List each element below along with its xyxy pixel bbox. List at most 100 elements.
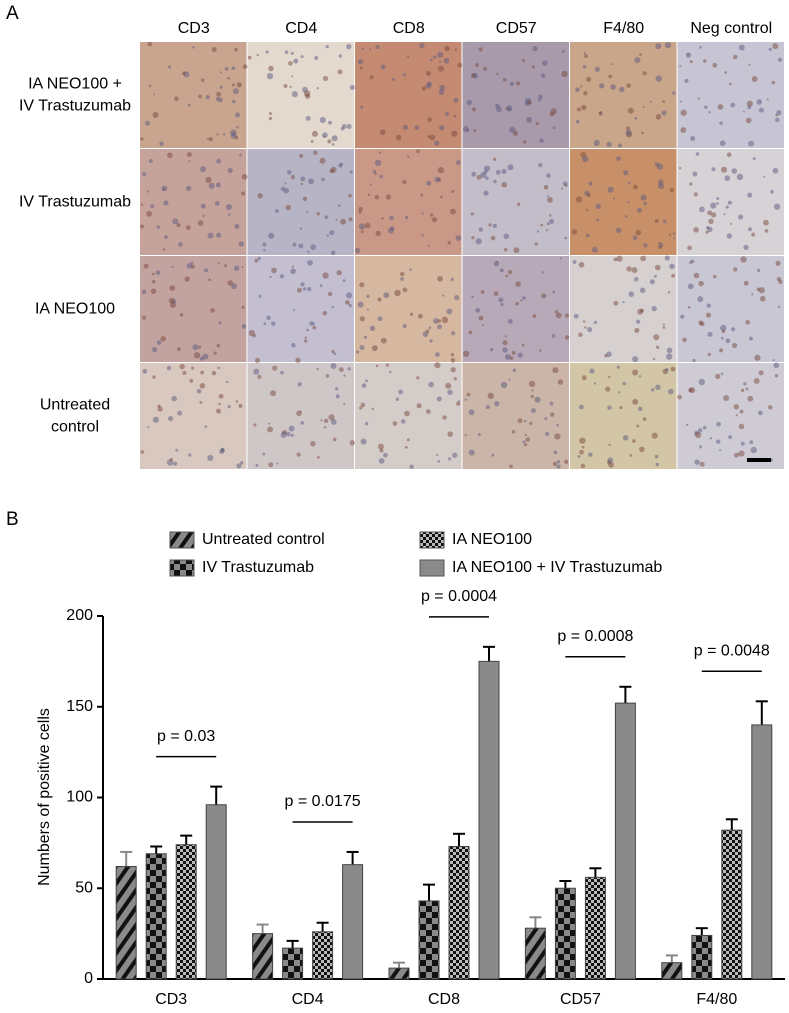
cell bbox=[434, 352, 440, 358]
cell bbox=[379, 448, 384, 453]
cell bbox=[256, 53, 259, 57]
cell bbox=[169, 285, 176, 292]
cell bbox=[613, 300, 619, 306]
cell bbox=[190, 264, 195, 269]
cell bbox=[310, 244, 317, 250]
cell bbox=[505, 107, 508, 110]
cell bbox=[227, 213, 231, 217]
cell bbox=[257, 256, 261, 260]
cell bbox=[404, 445, 408, 449]
cell bbox=[454, 295, 460, 301]
cell bbox=[425, 70, 432, 76]
cell bbox=[549, 214, 552, 217]
cell bbox=[210, 308, 215, 313]
cell bbox=[450, 277, 454, 282]
cell bbox=[330, 419, 337, 425]
cell bbox=[462, 350, 470, 357]
cell bbox=[377, 297, 382, 302]
cell bbox=[142, 368, 148, 374]
cell bbox=[763, 175, 766, 178]
cell bbox=[684, 78, 689, 83]
cell bbox=[328, 120, 332, 125]
cell bbox=[650, 388, 655, 392]
cell bbox=[207, 232, 214, 239]
cell bbox=[483, 190, 489, 196]
cell bbox=[555, 312, 562, 319]
cell bbox=[748, 140, 755, 147]
cell bbox=[216, 91, 222, 97]
cell bbox=[451, 130, 458, 137]
cell bbox=[219, 85, 223, 89]
row-label: Untreated bbox=[40, 397, 110, 414]
legend-label: IA NEO100 + IV Trastuzumab bbox=[452, 559, 662, 576]
cell bbox=[613, 257, 618, 262]
cell bbox=[364, 422, 369, 426]
cell bbox=[550, 108, 557, 115]
cell bbox=[325, 45, 329, 49]
cell bbox=[438, 60, 442, 63]
cell bbox=[702, 59, 707, 63]
cell bbox=[416, 376, 420, 380]
cell bbox=[455, 235, 462, 241]
bar bbox=[751, 724, 773, 980]
cell bbox=[639, 53, 642, 56]
cell bbox=[641, 131, 644, 135]
cell bbox=[241, 173, 248, 180]
cell bbox=[201, 78, 205, 82]
cell bbox=[757, 268, 761, 272]
cell bbox=[198, 94, 202, 99]
cell bbox=[202, 353, 209, 360]
cell bbox=[300, 176, 306, 182]
cell bbox=[532, 46, 538, 52]
cell bbox=[581, 104, 587, 111]
cell bbox=[735, 414, 738, 417]
cell bbox=[507, 318, 513, 324]
cell bbox=[199, 400, 203, 404]
cell bbox=[655, 462, 659, 467]
x-tick-label: CD3 bbox=[155, 991, 187, 1008]
cell bbox=[734, 452, 740, 458]
cell bbox=[156, 225, 161, 229]
row-label: IA NEO100 + bbox=[28, 76, 122, 93]
cell bbox=[361, 47, 364, 50]
cell bbox=[335, 394, 340, 399]
cell bbox=[224, 67, 229, 71]
cell bbox=[322, 132, 328, 138]
cell bbox=[395, 134, 402, 141]
cell bbox=[342, 279, 346, 282]
cell bbox=[687, 305, 691, 309]
cell bbox=[152, 375, 156, 379]
cell bbox=[240, 191, 246, 196]
cell bbox=[348, 193, 352, 198]
cell bbox=[594, 66, 600, 72]
cell bbox=[608, 74, 613, 79]
cell bbox=[509, 356, 514, 360]
cell bbox=[422, 331, 429, 338]
cell bbox=[550, 412, 555, 417]
cell bbox=[389, 370, 392, 374]
cell bbox=[462, 125, 469, 132]
cell bbox=[667, 291, 671, 294]
cell bbox=[677, 394, 683, 400]
cell bbox=[428, 381, 434, 388]
cell bbox=[335, 387, 339, 391]
cell bbox=[670, 366, 676, 372]
cell bbox=[426, 409, 431, 414]
cell bbox=[285, 204, 292, 211]
cell bbox=[627, 107, 634, 114]
cell bbox=[267, 426, 273, 433]
cell bbox=[202, 214, 205, 217]
cell bbox=[689, 60, 693, 64]
cell bbox=[166, 365, 172, 371]
cell bbox=[475, 238, 482, 245]
cell bbox=[724, 175, 731, 181]
cell bbox=[707, 352, 711, 357]
cell bbox=[343, 403, 346, 406]
cell bbox=[623, 170, 629, 176]
cell bbox=[189, 379, 194, 383]
cell bbox=[611, 63, 614, 66]
cell bbox=[745, 117, 752, 124]
cell bbox=[528, 380, 536, 388]
cell bbox=[538, 163, 543, 168]
cell bbox=[588, 181, 593, 186]
